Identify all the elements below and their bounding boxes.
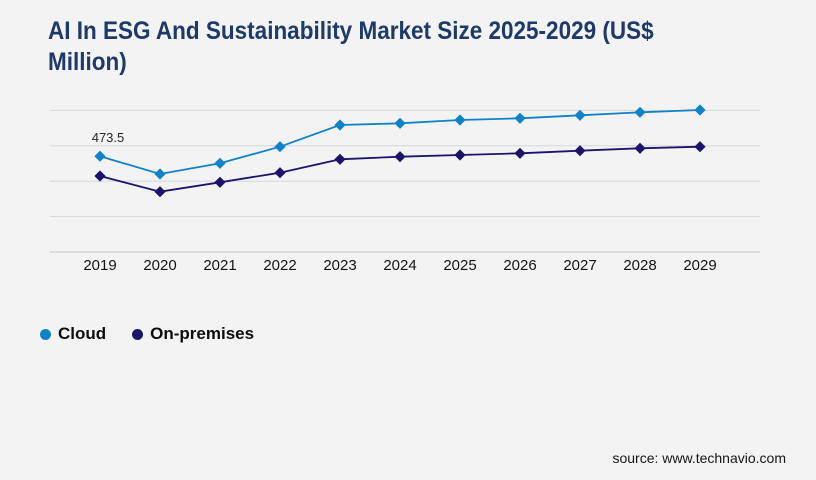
cloud-point-2028[interactable] — [634, 106, 646, 118]
on-premises-point-2027[interactable] — [574, 145, 586, 157]
cloud-series-swatch — [40, 328, 51, 340]
cloud-point-2020[interactable] — [154, 168, 166, 180]
on-premises-point-2026[interactable] — [514, 147, 526, 159]
cloud-point-2023[interactable] — [334, 119, 346, 131]
legend-label-on-premises: On-premises — [150, 324, 255, 343]
cloud-point-2024[interactable] — [394, 117, 406, 129]
on-premises-point-2023[interactable] — [334, 153, 346, 165]
chart-title-line1: AI In ESG And Sustainability Market Size… — [48, 17, 654, 45]
x-axis-label-2025: 2025 — [443, 257, 476, 274]
x-axis-label-2023: 2023 — [323, 257, 356, 274]
x-axis-label-2022: 2022 — [263, 257, 296, 274]
x-axis-label-2029: 2029 — [683, 257, 716, 274]
x-axis-label-2028: 2028 — [623, 257, 656, 274]
x-axis-label-2024: 2024 — [383, 257, 416, 274]
on-premises-point-2019[interactable] — [94, 170, 106, 182]
on-premises-point-2020[interactable] — [154, 186, 166, 198]
cloud-point-2026[interactable] — [514, 112, 526, 124]
on-premises-point-2028[interactable] — [634, 142, 646, 154]
x-axis-label-2019: 2019 — [83, 257, 116, 274]
cloud-point-2019[interactable] — [94, 150, 106, 162]
on-premises-point-2022[interactable] — [274, 167, 286, 179]
x-axis-label-2020: 2020 — [143, 257, 176, 274]
on-premises-point-2025[interactable] — [454, 149, 466, 161]
on-premises-point-2021[interactable] — [214, 176, 226, 188]
x-axis-label-2021: 2021 — [203, 257, 236, 274]
legend-label-cloud: Cloud — [58, 324, 107, 343]
data-label-2019: 473.5 — [92, 130, 125, 145]
source-attribution: source: www.technavio.com — [612, 450, 786, 466]
legend-item-on-premises[interactable]: On-premises — [132, 324, 254, 344]
cloud-point-2029[interactable] — [694, 104, 706, 116]
cloud-point-2021[interactable] — [214, 157, 226, 169]
x-axis-label-2027: 2027 — [563, 257, 596, 274]
cloud-point-2022[interactable] — [274, 141, 286, 153]
chart-legend: Cloud On-premises — [40, 324, 254, 344]
on-premises-point-2029[interactable] — [694, 141, 706, 153]
on-premises-point-2024[interactable] — [394, 151, 406, 163]
cloud-point-2027[interactable] — [574, 109, 586, 121]
x-axis-label-2026: 2026 — [503, 257, 536, 274]
cloud-point-2025[interactable] — [454, 114, 466, 126]
on-premises-series-swatch — [132, 328, 144, 340]
chart-title: AI In ESG And Sustainability Market Size… — [48, 16, 654, 78]
chart-title-line2: Million) — [48, 48, 127, 76]
legend-item-cloud[interactable]: Cloud — [40, 324, 106, 344]
